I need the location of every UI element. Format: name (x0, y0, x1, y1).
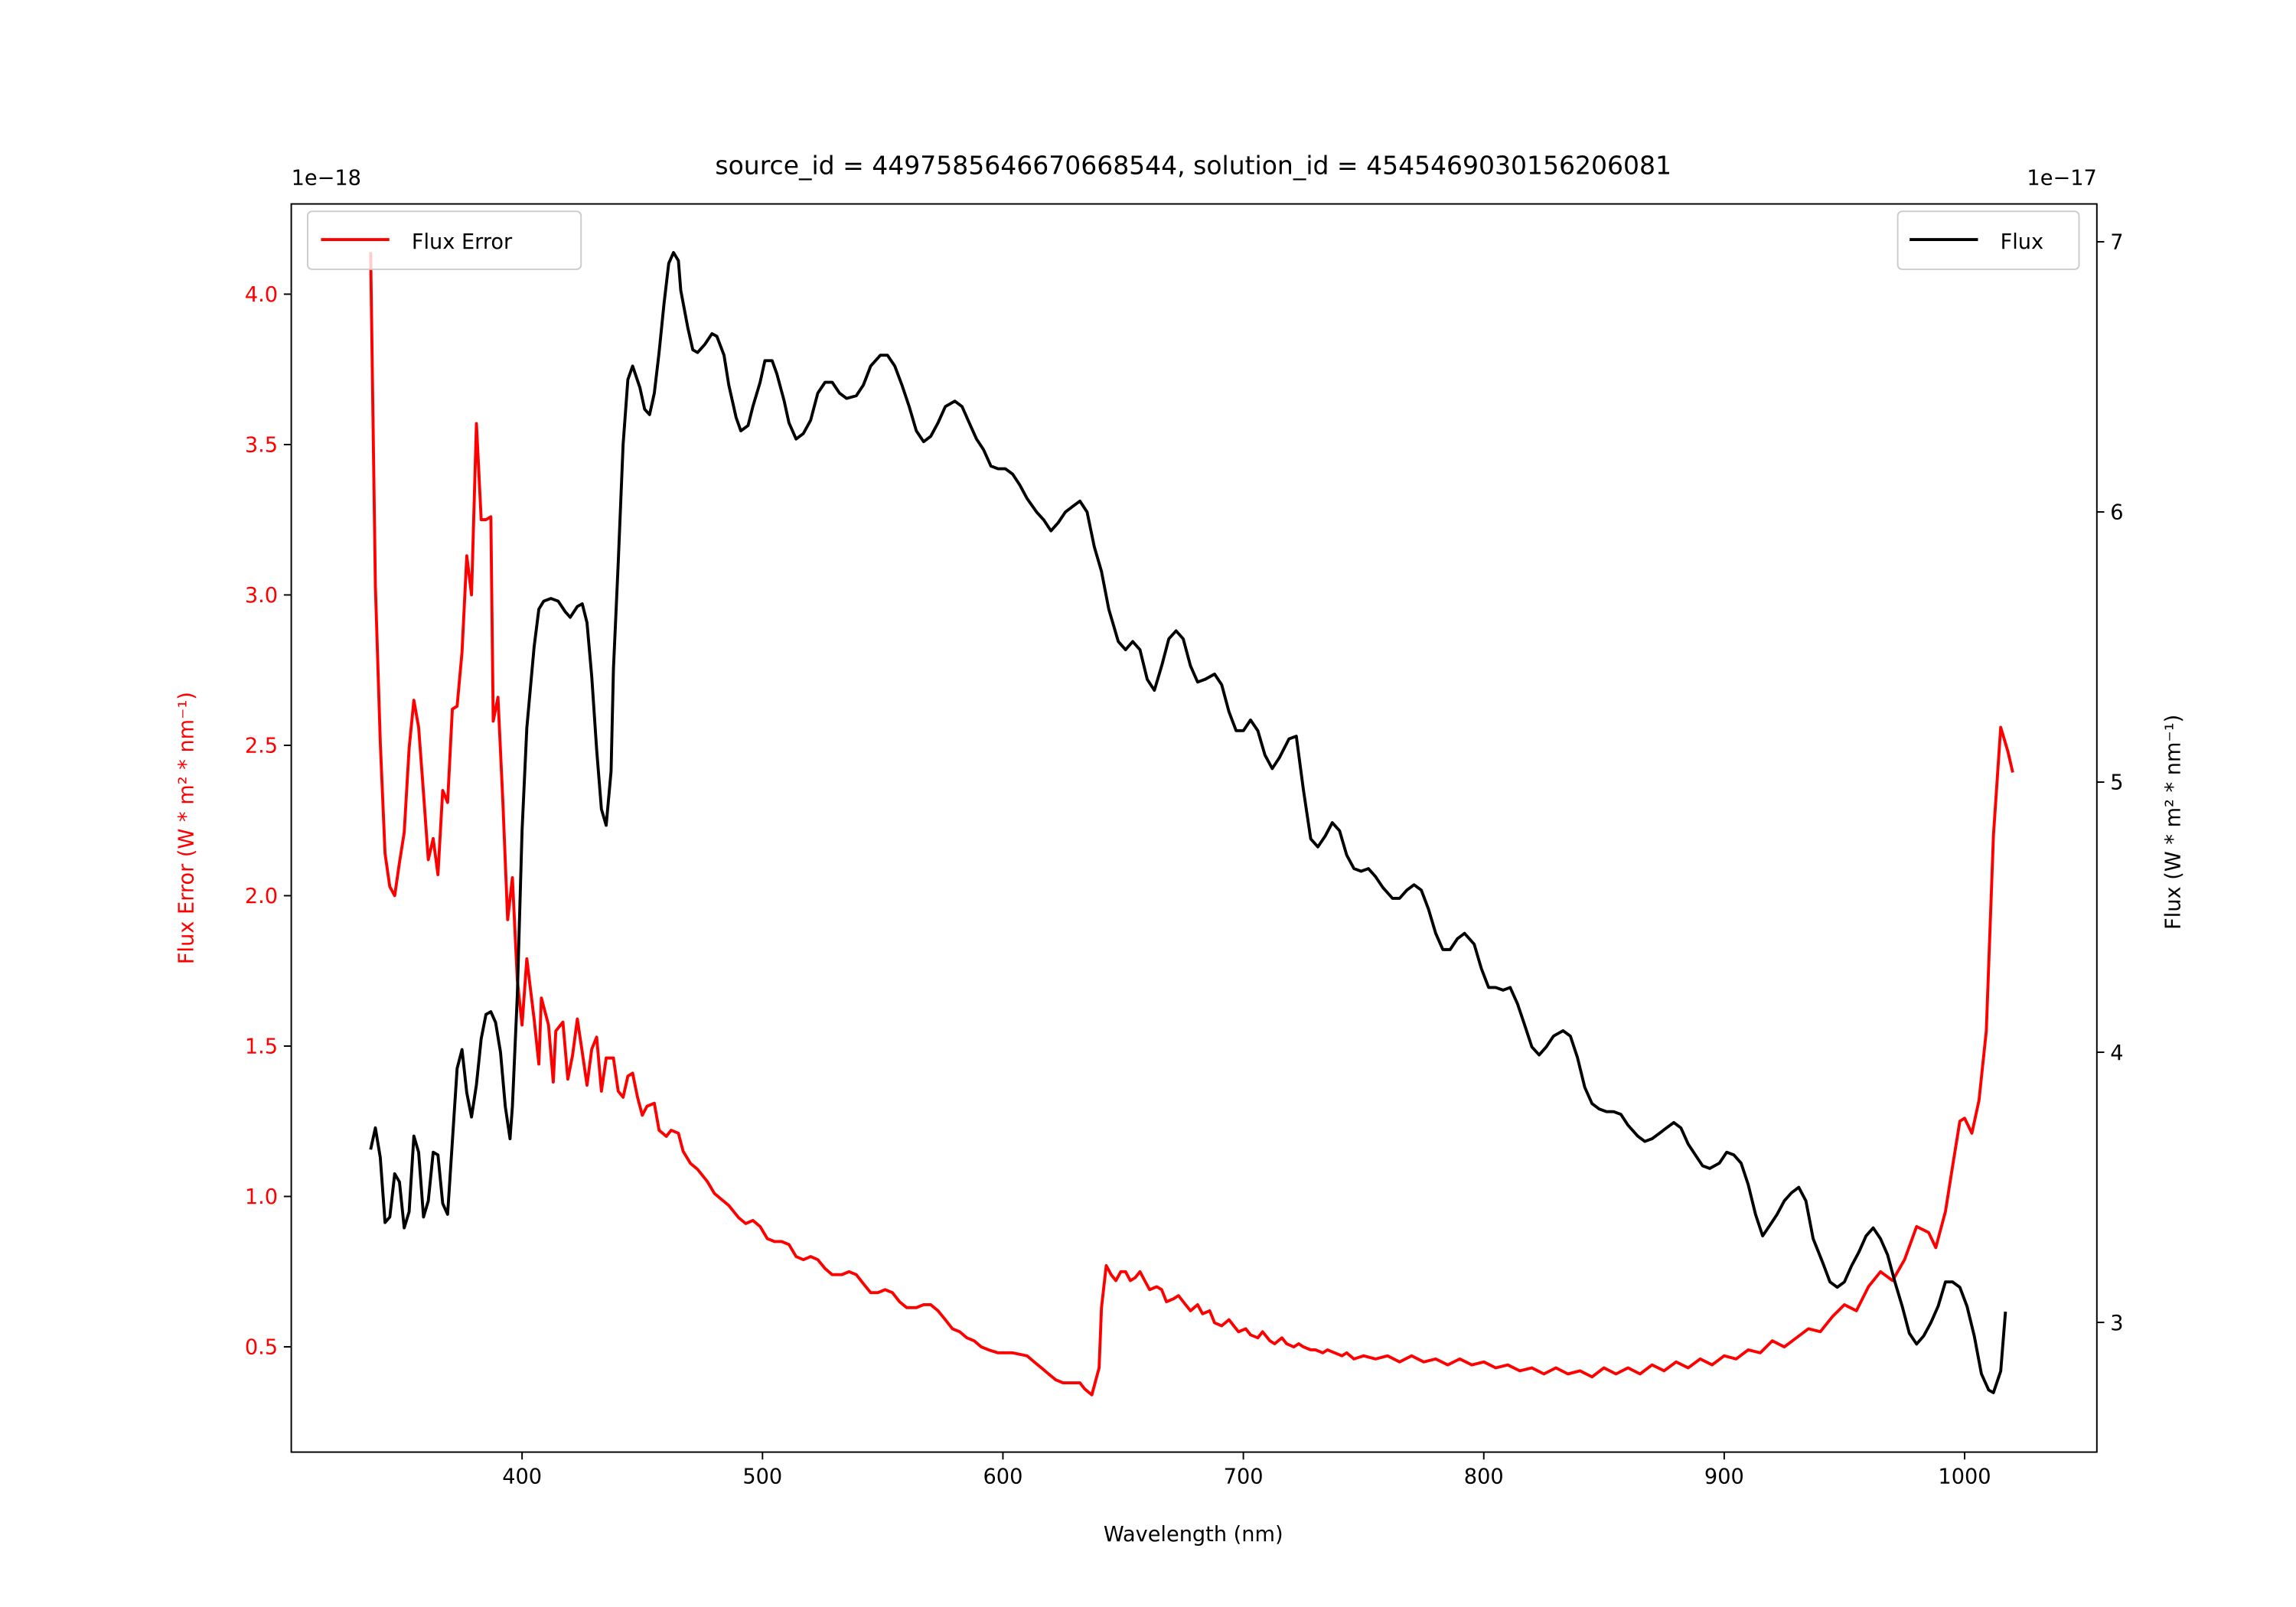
x-axis-label: Wavelength (nm) (1104, 1523, 1283, 1547)
left-y-tick-label: 4.0 (245, 283, 278, 307)
series-layer (369, 251, 2014, 1397)
right-y-tick-label: 4 (2110, 1041, 2123, 1065)
right-y-axis: 3 4 5 6 7 (2096, 231, 2124, 1335)
right-y-tick-label: 6 (2110, 501, 2123, 525)
x-tick-label: 400 (502, 1465, 542, 1488)
left-offset-label: 1e−18 (292, 166, 361, 190)
x-tick-label: 500 (742, 1465, 782, 1488)
legend-label-flux-error: Flux Error (412, 230, 513, 254)
plot-frame (290, 203, 2098, 1453)
legend-flux: Flux (1896, 210, 2080, 270)
right-y-tick-label: 5 (2110, 771, 2123, 795)
left-y-axis-label: Flux Error (W * m² * nm⁻¹) (174, 692, 198, 964)
right-y-axis-label: Flux (W * m² * nm⁻¹) (2162, 715, 2186, 930)
left-y-tick-label: 2.0 (245, 885, 278, 908)
right-y-tick-label: 3 (2110, 1312, 2123, 1335)
x-tick-label: 800 (1464, 1465, 1504, 1488)
x-tick-label: 600 (983, 1465, 1023, 1488)
left-y-tick-label: 2.5 (245, 735, 278, 758)
series-line-flux-error (369, 252, 2014, 1397)
right-y-tick-label: 7 (2110, 231, 2123, 255)
legend-label-flux: Flux (2001, 230, 2043, 254)
legend-flux-error: Flux Error (306, 210, 582, 270)
right-offset-label: 1e−17 (2027, 166, 2096, 190)
chart-title: source_id = 4497585646670668544, solutio… (715, 151, 1671, 181)
left-y-tick-label: 1.0 (245, 1185, 278, 1209)
x-tick-label: 1000 (1938, 1465, 1991, 1488)
x-axis: 400 500 600 700 800 900 1000 (502, 1452, 1991, 1488)
series-line-flux (369, 251, 2007, 1394)
x-tick-label: 700 (1224, 1465, 1264, 1488)
x-tick-label: 900 (1704, 1465, 1744, 1488)
left-y-axis: 0.5 1.0 1.5 2.0 2.5 3.0 3.5 4.0 (245, 283, 292, 1360)
legend-box (306, 210, 582, 270)
left-y-tick-label: 0.5 (245, 1336, 278, 1360)
left-y-tick-label: 3.0 (245, 584, 278, 608)
left-y-tick-label: 3.5 (245, 434, 278, 458)
left-y-tick-label: 1.5 (245, 1035, 278, 1059)
legend-box (1896, 210, 2080, 270)
